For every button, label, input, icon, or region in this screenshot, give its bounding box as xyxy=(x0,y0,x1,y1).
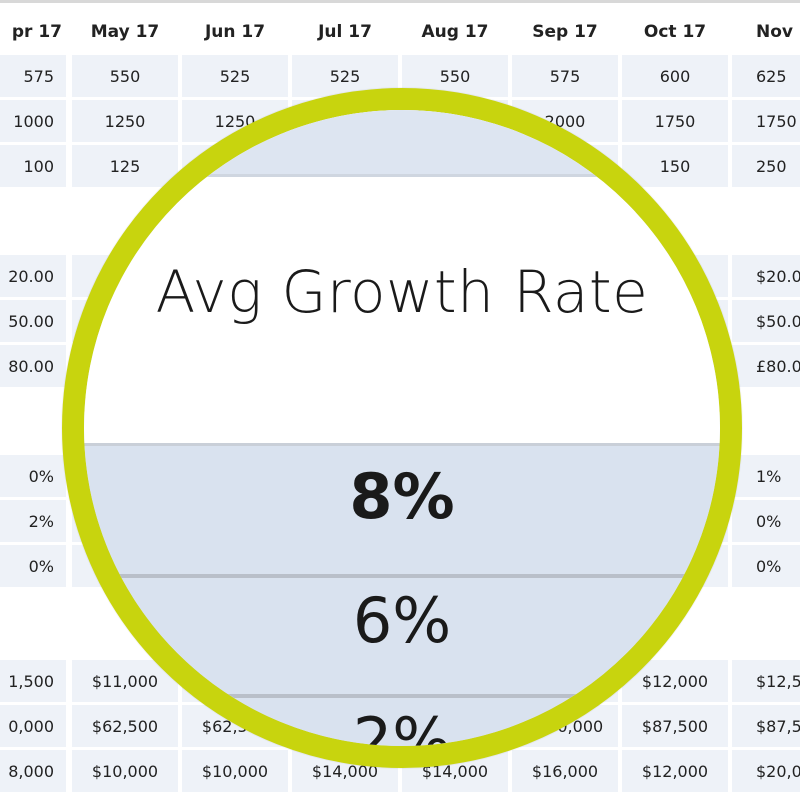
table-cell[interactable]: 1% xyxy=(732,455,800,497)
value-row xyxy=(84,446,720,574)
table-cell[interactable]: 1750 xyxy=(732,100,800,142)
table-cell[interactable]: 625 xyxy=(732,55,800,97)
upper-row-band xyxy=(84,110,720,174)
row-separator xyxy=(84,694,720,698)
row-separator xyxy=(84,574,720,578)
table-cell[interactable]: $10,000 xyxy=(72,750,178,792)
month-header: Jul 17 xyxy=(318,22,372,42)
growth-rate-value: 2% xyxy=(352,704,452,768)
magnifier-lens: Avg Growth Rate 8% 6% 2% xyxy=(62,88,742,768)
month-header: Jun 17 xyxy=(204,22,266,42)
table-cell[interactable]: $50.0 xyxy=(732,300,800,342)
value-row xyxy=(84,698,720,746)
avg-growth-rate-title: Avg Growth Rate xyxy=(155,258,649,326)
month-header: Oct 17 xyxy=(643,22,707,42)
table-cell[interactable]: 600 xyxy=(622,55,728,97)
table-cell[interactable]: 8,000 xyxy=(0,750,66,792)
table-cell[interactable]: 80.00 xyxy=(0,345,66,387)
table-cell[interactable]: $16,000 xyxy=(512,750,618,792)
row-separator xyxy=(84,174,720,177)
month-header: Aug 17 xyxy=(421,22,489,42)
table-cell[interactable]: $10,000 xyxy=(182,750,288,792)
table-cell[interactable]: 0% xyxy=(732,545,800,587)
table-cell[interactable]: 550 xyxy=(72,55,178,97)
table-cell[interactable]: 1,500 xyxy=(0,660,66,702)
table-cell[interactable]: 0% xyxy=(0,545,66,587)
growth-rate-value: 8% xyxy=(349,460,455,533)
table-cell[interactable]: 0% xyxy=(732,500,800,542)
header-divider xyxy=(0,0,800,3)
table-cell[interactable]: 575 xyxy=(512,55,618,97)
table-cell[interactable]: 575 xyxy=(0,55,66,97)
table-cell[interactable]: 100 xyxy=(0,145,66,187)
table-cell[interactable]: 2% xyxy=(0,500,66,542)
month-header: Nov 1 xyxy=(756,22,800,42)
table-cell[interactable]: £80.0 xyxy=(732,345,800,387)
table-cell[interactable]: $12,000 xyxy=(622,750,728,792)
table-cell[interactable]: 1000 xyxy=(0,100,66,142)
month-header: pr 17 xyxy=(11,22,62,42)
month-header: Sep 17 xyxy=(532,22,598,42)
row-separator xyxy=(84,443,720,446)
table-cell[interactable]: $20.0 xyxy=(732,255,800,297)
table-cell[interactable]: 50.00 xyxy=(0,300,66,342)
table-cell[interactable]: 0,000 xyxy=(0,705,66,747)
table-cell[interactable]: 525 xyxy=(182,55,288,97)
table-cell[interactable]: $87,50 xyxy=(732,705,800,747)
magnifier-content: Avg Growth Rate 8% 6% 2% xyxy=(84,110,720,768)
value-row xyxy=(84,578,720,694)
table-cell[interactable]: 250 xyxy=(732,145,800,187)
table-cell[interactable]: 0% xyxy=(0,455,66,497)
table-cell[interactable]: $12,50 xyxy=(732,660,800,702)
table-cell[interactable]: 20.00 xyxy=(0,255,66,297)
table-cell[interactable]: $20,00 xyxy=(732,750,800,792)
month-header: May 17 xyxy=(90,22,160,42)
growth-rate-value: 6% xyxy=(352,584,452,657)
